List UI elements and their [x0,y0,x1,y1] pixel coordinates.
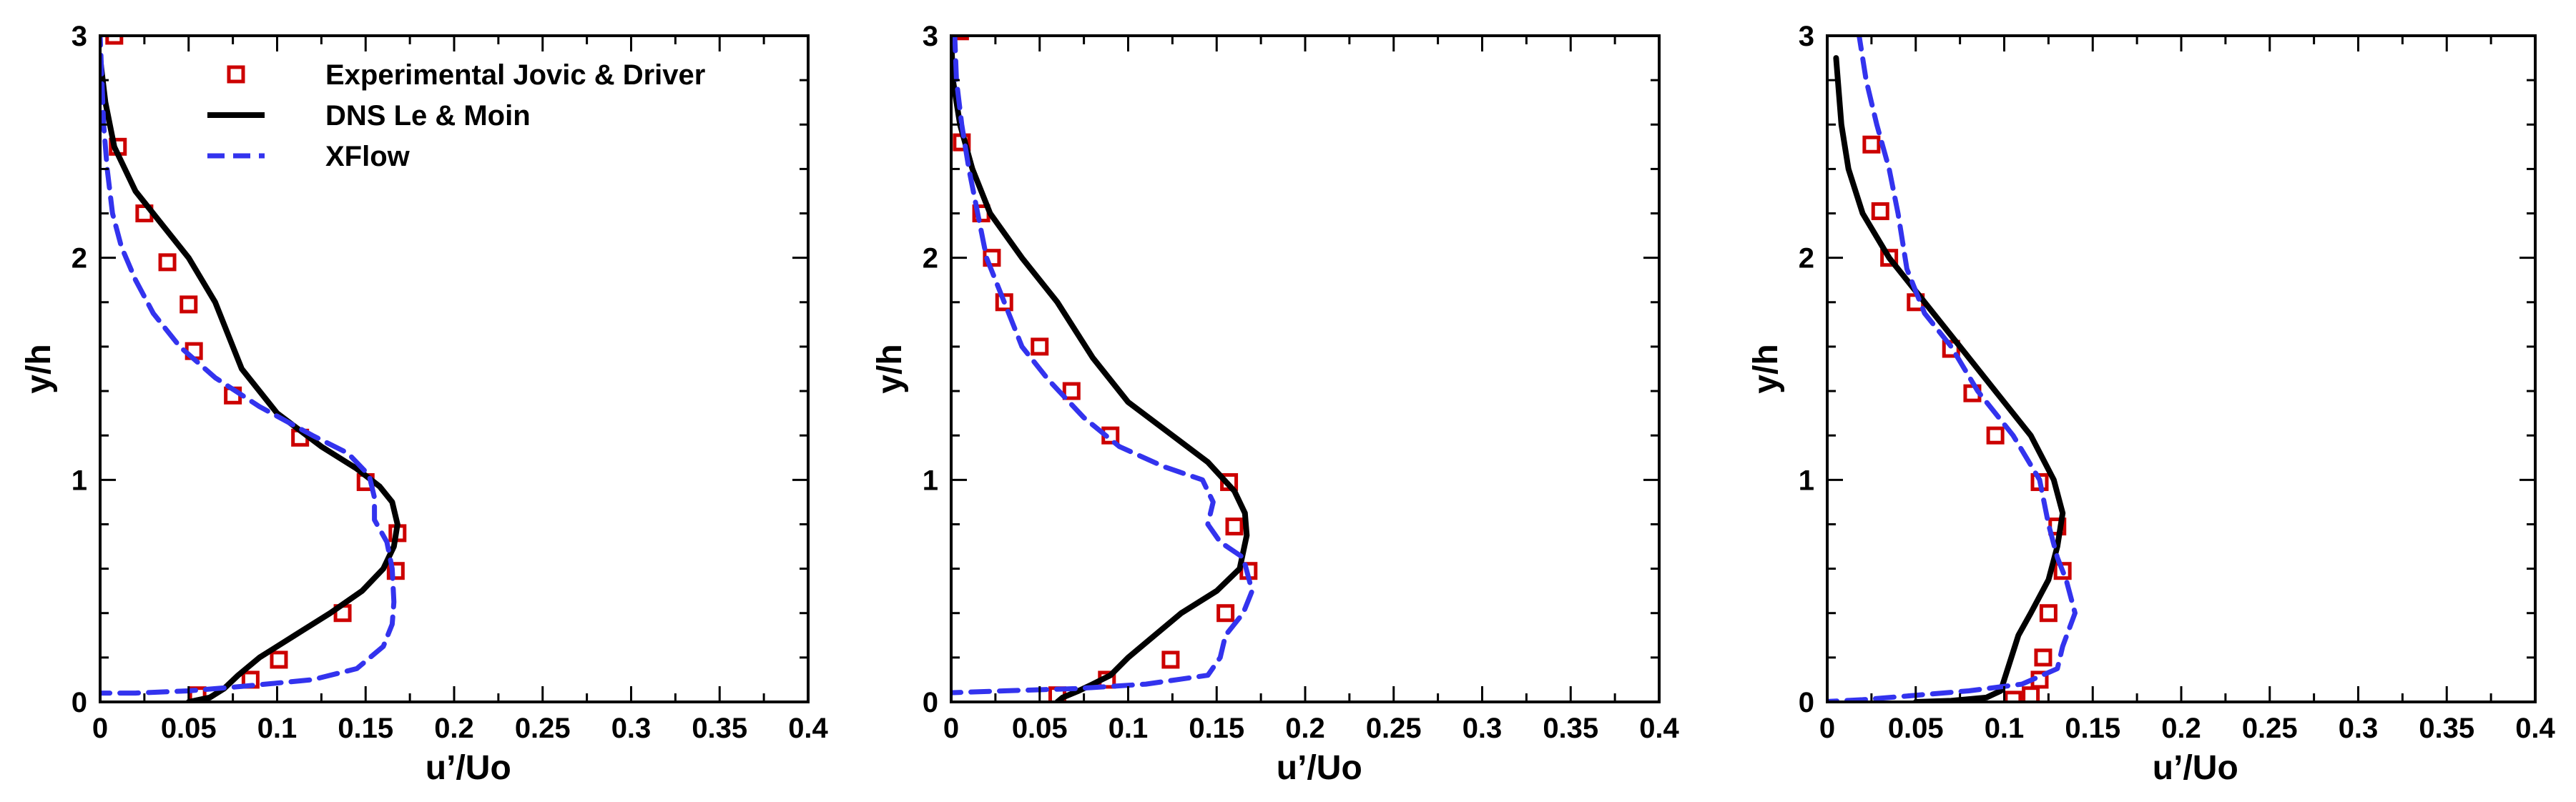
x-tick-label: 0 [92,713,108,744]
x-tick-label: 0.3 [2339,713,2379,744]
experimental-marker [1862,135,1881,154]
x-tick-label: 0.4 [788,713,828,744]
x-tick-label: 0.15 [2065,713,2120,744]
x-tick-label: 0.1 [1985,713,2025,744]
x-tick-label: 0.3 [1462,713,1503,744]
x-tick-label: 0.05 [161,713,217,744]
series-group [951,36,1258,702]
x-tick-label: 0.15 [338,713,393,744]
legend-label: DNS Le & Moin [325,100,531,132]
experimental-marker [1216,604,1235,623]
y-tick-label: 1 [1799,465,1814,496]
experimental-marker [995,293,1013,312]
experimental-marker [1225,518,1244,536]
x-tick-label: 0.4 [2515,713,2555,744]
x-tick-label: 0.3 [611,713,652,744]
experimental-marker [2004,690,2022,702]
x-tick-label: 0.25 [2242,713,2298,744]
legend-marker-square [227,65,245,84]
experimental-marker [2022,686,2040,702]
experimental-marker [2039,604,2058,623]
experimental-marker [105,36,124,45]
y-axis-label: y/h [1747,344,1785,393]
y-axis-label: y/h [871,344,909,393]
y-tick-label: 3 [1799,21,1814,52]
y-tick-label: 1 [72,465,87,496]
chart-panels: 0 0.05 0.1 0.15 0.2 0.25 0.3 0.35 0.4 0 1 2 3 u’/Uo y/… [20,21,2556,787]
plot-frame [950,34,1661,703]
y-tick-label: 0 [1799,687,1814,718]
experimental-marker [1986,426,2005,445]
y-tick-label: 1 [923,465,938,496]
chart-panel-3: 0 0.05 0.1 0.15 0.2 0.25 0.3 0.35 0.4 0 1 2 3 u’/Uo y/… [1747,21,2556,787]
legend-item-xflow: XFlow [207,141,411,172]
y-tick-label: 0 [923,687,938,718]
x-tick-label: 0.35 [692,713,747,744]
experimental-marker [1161,650,1180,669]
x-tick-label: 0.2 [2161,713,2201,744]
xflow-line [1827,36,2078,702]
chart-panel-1: 0 0.05 0.1 0.15 0.2 0.25 0.3 0.35 0.4 0 1 2 3 u’/Uo y/… [20,21,829,787]
experimental-marker [386,562,405,580]
plot-frame [1826,34,2537,703]
x-tick-label: 0 [943,713,959,744]
x-tick-label: 0.15 [1189,713,1244,744]
x-tick-label: 0.4 [1639,713,1679,744]
experimental-marker [1062,382,1081,400]
experimental-marker [2034,648,2053,667]
y-tick-label: 2 [923,243,938,274]
x-tick-label: 0.1 [1108,713,1149,744]
experimental-marker [951,36,969,41]
experimental-marker [1880,249,1899,267]
x-tick-label: 0.05 [1012,713,1068,744]
x-tick-label: 0.2 [1285,713,1325,744]
x-tick-label: 0.05 [1888,713,1944,744]
y-tick-label: 0 [72,687,87,718]
legend: Experimental Jovic & Driver DNS Le & Moin… [207,59,705,172]
dns-line [1833,55,2066,702]
legend-label: Experimental Jovic & Driver [325,59,705,91]
y-axis-label: y/h [20,344,58,393]
x-axis-label: u’/Uo [1277,749,1362,787]
experimental-marker [158,253,177,272]
dns-line [951,36,1250,702]
y-tick-label: 2 [1799,243,1814,274]
x-axis-label: u’/Uo [2153,749,2238,787]
y-tick-label: 3 [72,21,87,52]
xflow-line [951,36,1255,695]
experimental-marker [188,686,207,702]
series-group [1827,36,2078,702]
x-tick-label: 0.35 [1543,713,1598,744]
experimental-marker [2053,562,2072,580]
x-tick-label: 0.25 [1366,713,1422,744]
x-tick-label: 0 [1819,713,1835,744]
x-tick-label: 0.35 [2419,713,2474,744]
dns-line [100,55,400,702]
x-axis-label: u’/Uo [426,749,511,787]
experimental-marker [1871,202,1889,220]
y-tick-label: 3 [923,21,938,52]
x-tick-label: 0.25 [515,713,571,744]
legend-label: XFlow [325,141,411,172]
series-group [100,36,407,702]
experimental-marker [1031,337,1049,356]
y-tick-label: 2 [72,243,87,274]
experimental-marker [270,650,288,669]
legend-item-dns: DNS Le & Moin [207,100,531,132]
experimental-marker [180,295,198,314]
legend-item-experimental: Experimental Jovic & Driver [227,59,705,91]
x-tick-label: 0.2 [434,713,474,744]
xflow-line [100,36,397,696]
x-tick-label: 0.1 [257,713,298,744]
chart-panel-2: 0 0.05 0.1 0.15 0.2 0.25 0.3 0.35 0.4 0 1 2 3 u’/Uo y/… [871,21,1680,787]
